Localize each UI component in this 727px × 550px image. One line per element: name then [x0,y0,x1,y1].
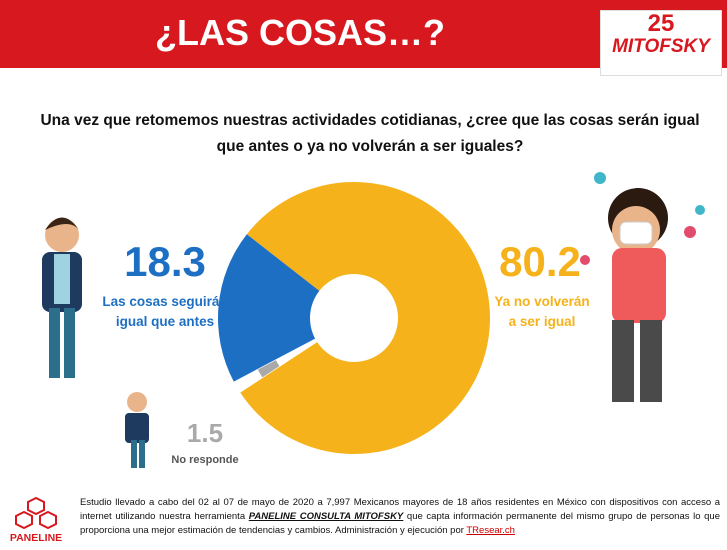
value-label: 18.3 [124,238,206,285]
footer-link[interactable]: TResear.ch [466,525,515,536]
category-label: Las cosas seguirán igual que antes [102,294,228,329]
logo-name: MITOFSKY [612,36,710,57]
value-label: 1.5 [186,418,224,448]
question: Una vez que retomemos nuestras actividad… [40,112,700,155]
category-label: No responde [171,454,239,466]
footer-tool: PANELINE CONSULTA MITOFSKY [248,511,404,522]
title: ¿LAS COSAS…? [154,12,445,53]
category-label: Ya no volverán a ser igual [494,294,590,329]
figure-right [580,172,705,402]
logo: 25 MITOFSKY [600,10,722,76]
value-label: 80.2 [499,238,581,285]
paneline-logo: PANELINE [4,530,68,544]
footer: Estudio llevado a cabo del 02 al 07 de m… [80,496,720,538]
paneline-icon [15,496,57,530]
pie-slice [217,234,320,382]
figure-small [125,392,149,468]
footer-text: que capta información permanente del mis… [80,511,721,536]
figure-left [42,217,82,378]
footer-text: Estudio llevado a cabo del 02 al 07 de m… [80,497,720,522]
pie-slice [240,182,490,455]
pie-slice [257,360,280,378]
logo-number: 25 [647,10,675,37]
paneline-text: PANELINE [9,532,63,544]
